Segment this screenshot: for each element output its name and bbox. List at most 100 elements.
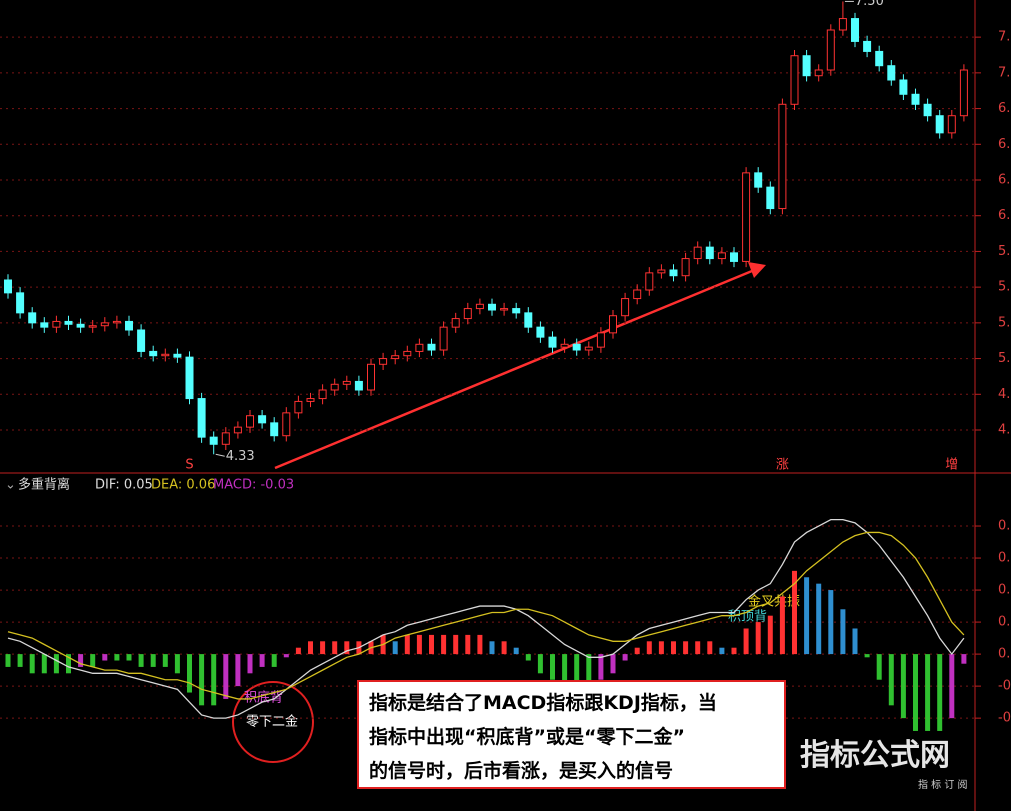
- macd-bar: [598, 654, 604, 680]
- macd-bar: [283, 654, 289, 658]
- y-tick-label: 6.: [998, 137, 1010, 152]
- macd-bar: [416, 634, 422, 655]
- collapse-icon[interactable]: ⌄: [5, 478, 16, 493]
- legend-entry: DIF: 0.05: [95, 478, 153, 493]
- candle-body: [270, 422, 279, 437]
- candle-body: [609, 315, 617, 334]
- candle-body: [947, 115, 956, 134]
- candle-body: [730, 252, 738, 262]
- macd-bar: [162, 654, 168, 667]
- candle-body: [427, 343, 436, 351]
- macd-bar: [719, 647, 725, 655]
- candle-body: [64, 320, 73, 325]
- macd-bar: [937, 654, 943, 731]
- candle-body: [221, 432, 230, 445]
- macd-bar: [441, 634, 447, 655]
- y-tick-label: 5.: [998, 244, 1010, 259]
- candle-body: [887, 65, 896, 81]
- macd-bar: [634, 647, 640, 655]
- macd-bar: [767, 615, 773, 655]
- price-label: 7.50: [855, 0, 884, 9]
- y-tick-label: -0.: [998, 679, 1011, 694]
- macd-bar: [17, 654, 23, 667]
- candle-body: [246, 415, 254, 428]
- y-tick-label: 5.: [998, 315, 1010, 330]
- candle-body: [802, 55, 811, 77]
- macd-bar: [41, 654, 47, 674]
- candle-body: [935, 115, 944, 134]
- candle-body: [681, 258, 690, 277]
- macd-bar: [683, 641, 689, 655]
- candle-body: [851, 18, 859, 42]
- macd-bar: [501, 641, 507, 655]
- candle-body: [754, 172, 763, 188]
- macd-bar: [610, 654, 616, 674]
- candle-body: [463, 308, 472, 320]
- y-tick-label: 0.: [998, 583, 1010, 598]
- candle-body: [548, 336, 557, 348]
- candle-body: [766, 186, 775, 210]
- candle-body: [911, 93, 920, 105]
- macd-bar: [537, 654, 543, 674]
- arrow-head: [748, 262, 766, 278]
- macd-bar: [816, 583, 822, 655]
- y-tick-label: 6.: [998, 173, 1010, 188]
- macd-bar: [671, 641, 676, 655]
- candle-body: [330, 383, 339, 391]
- candle-body: [112, 320, 121, 324]
- macd-bar: [961, 654, 967, 664]
- macd-bar: [102, 654, 108, 661]
- signal-marker: 涨: [776, 458, 789, 473]
- candle-body: [391, 355, 400, 360]
- note-box: 指标是结合了MACD指标跟KDJ指标，当 指标中出现“积底背”或是“零下二金” …: [357, 680, 786, 789]
- macd-bar: [586, 654, 592, 687]
- price-label: 4.33: [226, 449, 255, 464]
- candle-body: [4, 279, 12, 294]
- candle-body: [899, 79, 908, 95]
- candle-body: [76, 323, 85, 328]
- note-line: 的信号时，后市看涨，是买入的信号: [369, 760, 674, 782]
- y-tick-label: 4.: [998, 423, 1010, 438]
- macd-bar: [308, 641, 313, 655]
- candle-body: [500, 308, 509, 311]
- macd-bar: [211, 654, 217, 706]
- macd-bar: [29, 654, 35, 674]
- price-pointer: [215, 453, 225, 457]
- y-tick-label: 7.: [998, 30, 1010, 45]
- macd-bar: [404, 634, 410, 655]
- y-tick-label: 4.: [998, 387, 1010, 402]
- macd-bar: [5, 654, 11, 667]
- macd-bar: [66, 654, 71, 674]
- candle-body: [137, 329, 146, 352]
- candle-body: [584, 346, 593, 351]
- candle-body: [233, 426, 242, 434]
- macd-bar: [78, 654, 84, 667]
- macd-bar: [913, 654, 918, 731]
- macd-bar: [489, 641, 495, 655]
- legend-entry: MACD: -0.03: [213, 478, 294, 493]
- candle-body: [669, 269, 678, 277]
- macd-bar: [271, 654, 277, 667]
- macd-bar: [332, 641, 338, 655]
- macd-bar: [743, 628, 749, 655]
- macd-bar: [562, 654, 568, 687]
- candle-body: [838, 18, 847, 31]
- macd-bar: [525, 654, 531, 661]
- macd-bar: [235, 654, 241, 687]
- macd-bar: [138, 654, 144, 667]
- candle-body: [475, 303, 484, 310]
- y-tick-label: 0.: [998, 615, 1010, 630]
- macd-bar: [53, 654, 59, 674]
- candle-body: [342, 380, 351, 385]
- candle-body: [778, 103, 787, 210]
- macd-bar: [247, 654, 253, 674]
- macd-bar: [513, 647, 519, 655]
- macd-bar: [804, 577, 810, 655]
- annotation: 积顶背: [728, 610, 767, 625]
- macd-bar: [477, 634, 483, 655]
- macd-bar: [429, 634, 434, 655]
- candle-body: [161, 353, 170, 357]
- candle-body: [814, 69, 823, 77]
- candle-body: [536, 326, 545, 338]
- macd-bar: [295, 647, 301, 655]
